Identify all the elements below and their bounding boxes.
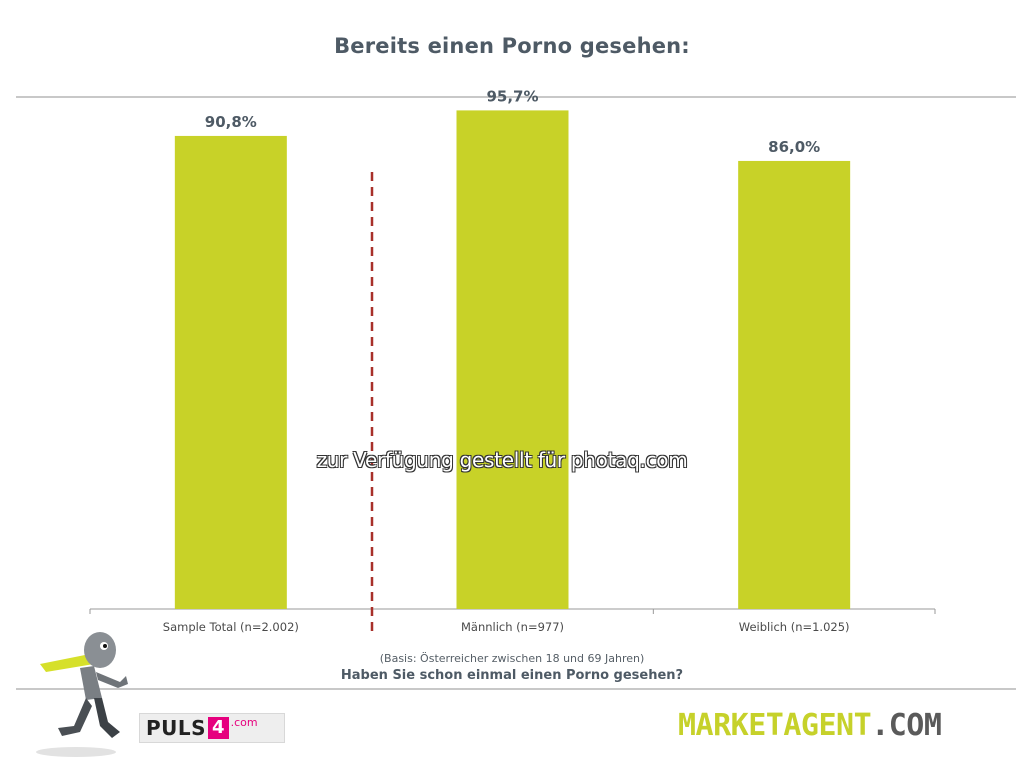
runner-mascot-icon xyxy=(36,632,128,757)
bottom-divider xyxy=(16,688,1016,690)
puls4-logo: PULS 4 .com xyxy=(139,713,285,743)
puls4-logo-number: 4 xyxy=(208,717,229,739)
bar-value-label: 95,7% xyxy=(486,87,538,105)
marketagent-logo-name: MARKETAGENT xyxy=(678,708,872,743)
marketagent-logo-domain: .COM xyxy=(871,708,942,743)
x-tick-label: Männlich (n=977) xyxy=(461,620,564,634)
puls4-logo-text: PULS xyxy=(146,716,207,740)
bar xyxy=(174,135,287,609)
survey-question: Haben Sie schon einmal einen Porno geseh… xyxy=(340,668,684,683)
top-divider xyxy=(16,96,1016,98)
basis-note: (Basis: Österreicher zwischen 18 und 69 … xyxy=(379,652,645,665)
bar-value-label: 86,0% xyxy=(768,138,820,156)
chart-title: Bereits einen Porno gesehen: xyxy=(334,34,690,58)
x-tick-label: Weiblich (n=1.025) xyxy=(739,620,850,634)
puls4-logo-domain: .com xyxy=(230,716,258,729)
bar-value-label: 90,8% xyxy=(205,113,257,131)
x-tick-label: Sample Total (n=2.002) xyxy=(163,620,299,634)
bar xyxy=(456,110,569,609)
bar xyxy=(738,160,851,609)
bar-chart: 90,8% Sample Total (n=2.002) 95,7% Männlich… xyxy=(89,87,936,634)
marketagent-logo: MARKETAGENT.COM xyxy=(678,708,942,743)
